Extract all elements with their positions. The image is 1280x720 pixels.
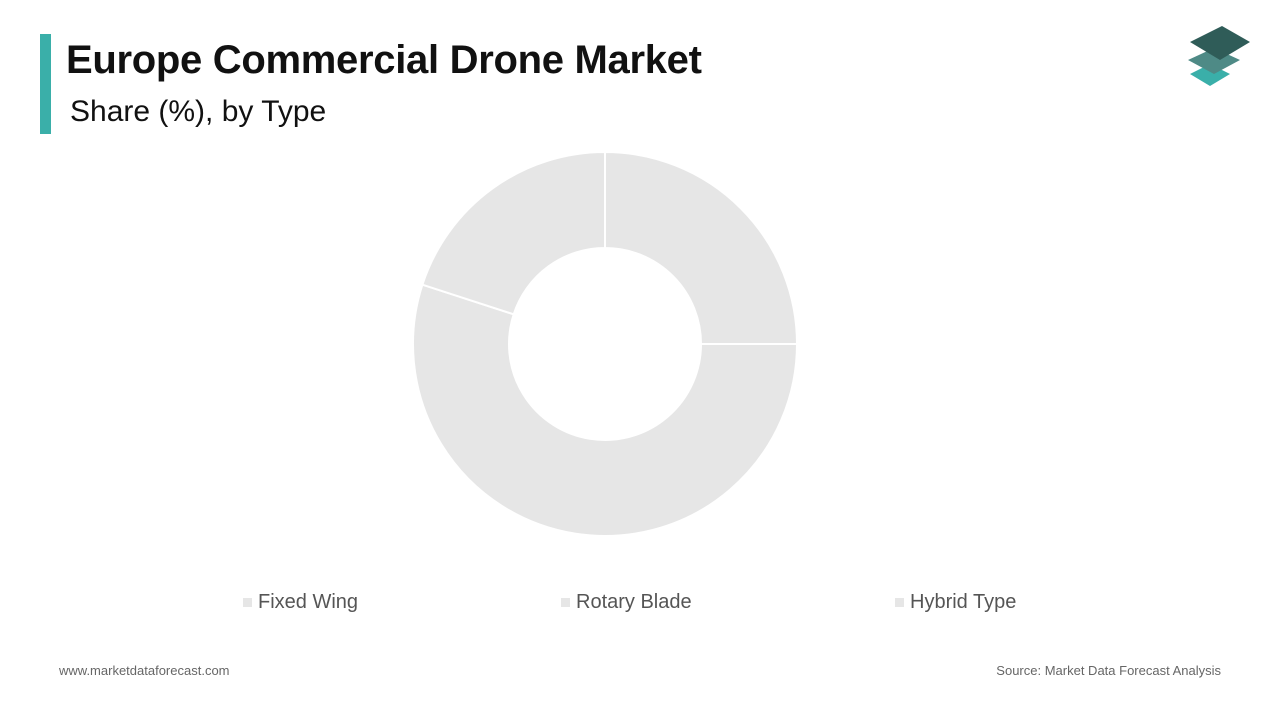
page-title: Europe Commercial Drone Market [66, 38, 702, 82]
donut-slice-hybrid-type [421, 150, 606, 316]
donut-slice-rotary-blade [412, 283, 799, 537]
legend-item-fixed-wing: Fixed Wing [243, 591, 358, 614]
legend-swatch [561, 598, 570, 607]
donut-slice-fixed-wing [604, 150, 799, 345]
legend-swatch [243, 598, 252, 607]
website-link[interactable]: www.marketdataforecast.com [59, 663, 230, 678]
page-subtitle: Share (%), by Type [70, 95, 327, 128]
legend-item-hybrid-type: Hybrid Type [895, 591, 1016, 614]
stacked-layers-logo-icon [1188, 26, 1250, 86]
legend-swatch [895, 598, 904, 607]
legend-label: Rotary Blade [576, 591, 692, 613]
title-accent-bar [40, 34, 51, 134]
source-note: Source: Market Data Forecast Analysis [996, 663, 1221, 678]
legend-item-rotary-blade: Rotary Blade [561, 591, 692, 614]
legend-label: Fixed Wing [258, 591, 359, 613]
legend-label: Hybrid Type [910, 591, 1017, 613]
